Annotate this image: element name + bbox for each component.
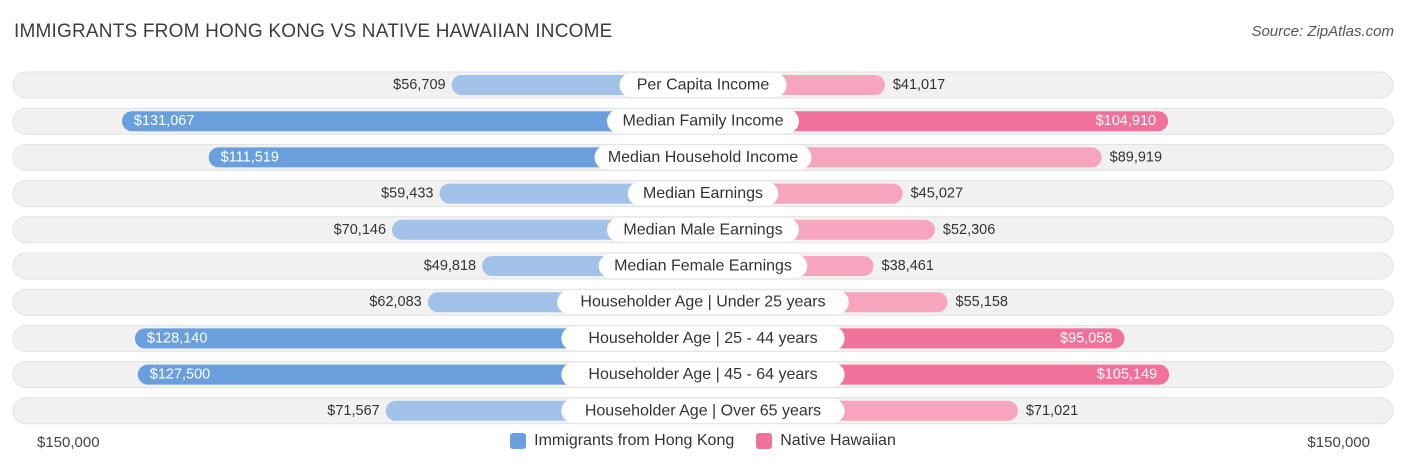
category-pill [557, 290, 849, 315]
source-credit: Source: ZipAtlas.com [1251, 23, 1394, 40]
value-label-hong-kong: $56,709 [393, 77, 445, 93]
category-pill [619, 73, 787, 97]
diverging-bar-chart: $56,709 $41,017 Per Capita Income $131,067 $… [12, 71, 1394, 425]
category-label: Median Female Earnings [614, 258, 792, 275]
value-label-hong-kong: $128,140 [147, 330, 207, 346]
axis-label-left: $150,000 [37, 434, 100, 451]
value-label-hong-kong: $127,500 [150, 367, 210, 383]
category-label: Median Household Income [608, 149, 798, 166]
legend-swatch-hong-kong [510, 433, 527, 449]
category-pill [594, 145, 812, 170]
value-label-hong-kong: $59,433 [381, 186, 433, 202]
chart-title: IMMIGRANTS FROM HONG KONG VS NATIVE HAWA… [14, 21, 613, 42]
value-label-hong-kong: $70,146 [334, 222, 386, 238]
value-label-hong-kong: $111,519 [221, 149, 279, 165]
category-label: Median Male Earnings [623, 221, 782, 238]
value-label-native-hawaiian: $71,021 [1026, 403, 1078, 419]
category-pill [561, 362, 845, 387]
bar-native-hawaiian [703, 111, 1169, 132]
category-label: Householder Age | 25 - 44 years [588, 330, 817, 347]
category-pill [598, 254, 808, 278]
legend-item-hong-kong[interactable]: Immigrants from Hong Kong [510, 432, 734, 450]
bar-hong-kong [208, 147, 703, 168]
legend-swatch-native-hawaiian [756, 433, 773, 449]
category-pill [607, 109, 799, 134]
legend: Immigrants from Hong Kong Native Hawaiia… [0, 432, 1406, 450]
category-label: Householder Age | Over 65 years [585, 402, 821, 419]
bar-hong-kong [137, 364, 703, 385]
value-label-native-hawaiian: $45,027 [911, 186, 963, 202]
value-label-native-hawaiian: $38,461 [882, 258, 934, 274]
value-label-native-hawaiian: $105,149 [1097, 367, 1157, 383]
legend-item-native-hawaiian[interactable]: Native Hawaiian [756, 432, 896, 450]
value-label-hong-kong: $131,067 [134, 113, 194, 129]
value-label-native-hawaiian: $89,919 [1110, 149, 1162, 165]
category-label: Per Capita Income [637, 77, 770, 94]
category-pill [561, 326, 845, 351]
value-label-hong-kong: $49,818 [424, 258, 476, 274]
value-label-native-hawaiian: $41,017 [893, 77, 945, 93]
legend-label-native-hawaiian: Native Hawaiian [780, 432, 896, 449]
legend-label-hong-kong: Immigrants from Hong Kong [534, 432, 735, 449]
category-pill [627, 181, 779, 206]
value-label-hong-kong: $71,567 [327, 403, 379, 419]
value-label-native-hawaiian: $52,306 [943, 222, 995, 238]
value-label-native-hawaiian: $95,058 [1060, 330, 1112, 346]
category-pill [561, 398, 845, 423]
category-label: Median Earnings [643, 185, 763, 202]
axis-label-right: $150,000 [1307, 434, 1370, 451]
category-pill [607, 217, 799, 242]
bar-hong-kong [121, 111, 704, 132]
value-label-native-hawaiian: $104,910 [1096, 113, 1156, 129]
bar-hong-kong [134, 328, 704, 349]
value-label-native-hawaiian: $55,158 [956, 294, 1008, 310]
category-label: Median Family Income [623, 113, 784, 130]
category-label: Householder Age | 45 - 64 years [588, 366, 817, 383]
category-label: Householder Age | Under 25 years [580, 294, 825, 311]
value-label-hong-kong: $62,083 [369, 294, 421, 310]
